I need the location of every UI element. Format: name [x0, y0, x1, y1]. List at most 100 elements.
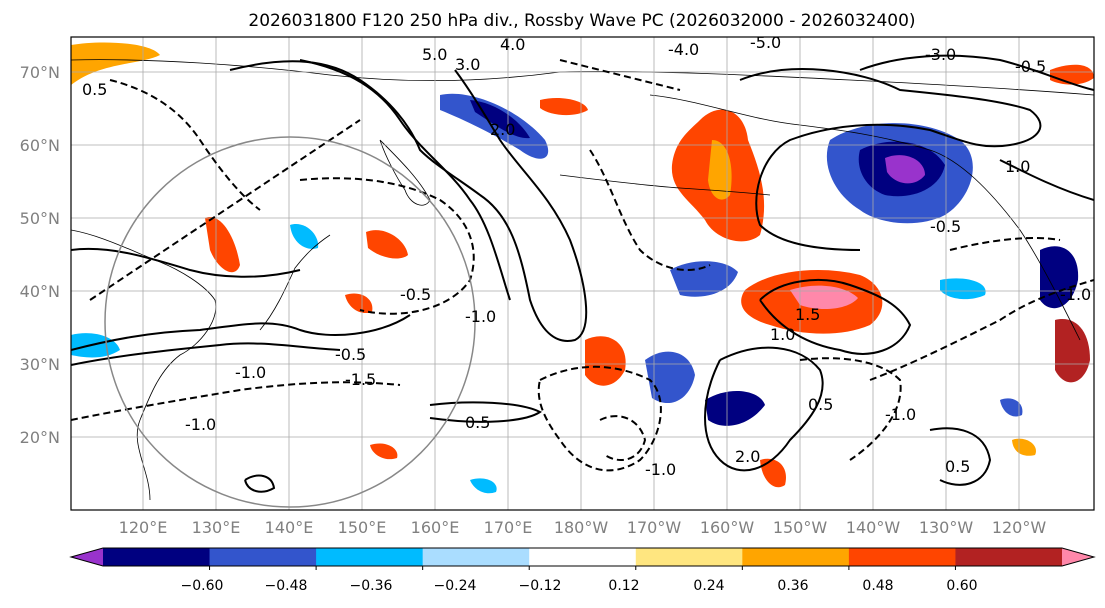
colorbar-cell	[635, 548, 743, 566]
contour-label: -1.0	[235, 363, 266, 382]
lon-label: 120°W	[992, 518, 1047, 537]
shade-cold	[705, 390, 765, 426]
contour-solid	[999, 159, 1094, 201]
contour-solid	[71, 247, 301, 278]
coastline-aleutians	[559, 174, 771, 196]
contour-lines	[71, 54, 1094, 493]
contour-solid	[299, 59, 511, 301]
shade-warm	[370, 443, 398, 460]
contour-label: 2.0	[735, 447, 760, 466]
colorbar-cell	[103, 548, 211, 566]
contour-label: -0.5	[400, 285, 431, 304]
lat-label: 50°N	[20, 209, 60, 228]
lon-label: 160°E	[411, 518, 460, 537]
shade-warm	[71, 42, 160, 85]
contour-solid	[859, 54, 1094, 91]
contour-label: 0.5	[465, 413, 490, 432]
contour-label: 1.0	[1005, 157, 1030, 176]
shade-warm	[708, 140, 732, 200]
colorbar-tick-label: 0.60	[946, 578, 977, 594]
shade-cold	[940, 278, 986, 300]
lat-label: 30°N	[20, 355, 60, 374]
contour-dashed	[589, 149, 711, 271]
contour-label: -1.0	[185, 415, 216, 434]
colorbar-tick-label: −0.60	[181, 578, 224, 594]
gridlines	[71, 37, 1094, 510]
colorbar-tick-label: −0.12	[519, 578, 562, 594]
shade-warm	[540, 98, 588, 116]
contour-dashed	[559, 59, 681, 91]
colorbar-tick-label: 0.36	[777, 578, 808, 594]
contour-label: -5.0	[750, 33, 781, 52]
lat-label: 60°N	[20, 136, 60, 155]
contour-solid	[704, 346, 824, 472]
lon-label: 170°W	[627, 518, 682, 537]
shade-cold	[670, 261, 738, 297]
shading-layer	[71, 42, 1094, 494]
contour-dashed	[799, 357, 902, 461]
contour-solid	[71, 314, 411, 351]
contour-label: 4.0	[500, 35, 525, 54]
coastline-kamchatka	[379, 139, 431, 206]
contour-solid	[739, 68, 1042, 251]
lon-label: 180°W	[554, 518, 609, 537]
contour-label: 2.0	[490, 120, 515, 139]
shade-warm	[205, 217, 240, 273]
contour-dashed	[949, 237, 1061, 251]
contour-dashed	[537, 365, 662, 472]
shade-cold	[470, 478, 497, 494]
contour-label: -4.0	[668, 40, 699, 59]
colorbar-tick-label: 0.12	[608, 578, 639, 594]
colorbar-cell	[209, 548, 317, 566]
colorbar-cell	[742, 548, 850, 566]
lon-label: 140°W	[846, 518, 901, 537]
lon-label: 170°E	[484, 518, 533, 537]
lat-axis-labels: 70°N 60°N 50°N 40°N 30°N 20°N	[20, 63, 60, 447]
contour-label: 0.5	[945, 457, 970, 476]
shade-warm	[1012, 438, 1036, 456]
shade-warm	[345, 293, 373, 314]
contour-label: 5.0	[422, 45, 447, 64]
colorbar-tick-label: −0.24	[434, 578, 477, 594]
colorbar-cell	[422, 548, 530, 566]
contour-label: -0.5	[930, 217, 961, 236]
colorbar-cell	[955, 548, 1063, 566]
colorbar-extend-min	[71, 548, 103, 566]
colorbar-outline	[69, 547, 1096, 567]
shade-warm	[366, 230, 408, 259]
figure-title: 2026031800 F120 250 hPa div., Rossby Wav…	[248, 11, 915, 31]
shade-warm	[1055, 319, 1090, 383]
colorbar-cell	[848, 548, 956, 566]
contour-dashed	[109, 79, 261, 211]
lon-label: 150°E	[338, 518, 387, 537]
shade-warm	[760, 458, 786, 488]
colorbar-cells	[69, 547, 1096, 570]
contour-dashed	[599, 415, 647, 461]
contour-label: -1.0	[645, 460, 676, 479]
shade-cold	[470, 100, 530, 139]
lon-axis-labels: 120°E 130°E 140°E 150°E 160°E 170°E 180°…	[119, 518, 1047, 537]
lon-label: 140°E	[265, 518, 314, 537]
lon-label: 160°W	[700, 518, 755, 537]
colorbar-tick-labels: −0.60 −0.48 −0.36 −0.24 −0.12 0.12 0.24 …	[181, 578, 978, 594]
shade-cold	[1000, 398, 1023, 417]
colorbar: −0.60 −0.48 −0.36 −0.24 −0.12 0.12 0.24 …	[69, 547, 1096, 594]
contour-solid	[71, 342, 341, 366]
contour-label: -0.5	[1015, 57, 1046, 76]
lon-label: 130°W	[919, 518, 974, 537]
colorbar-tick-label: 0.48	[862, 578, 893, 594]
contour-dashed	[71, 381, 401, 421]
coastline-asia	[71, 229, 217, 501]
map-border	[70, 36, 1095, 511]
contour-solid	[429, 401, 542, 423]
shade-cold	[1040, 246, 1079, 309]
contour-label: -1.0	[465, 307, 496, 326]
colorbar-extend-max	[1062, 548, 1094, 566]
contour-label: -1.0	[885, 405, 916, 424]
colorbar-tick-label: 0.24	[693, 578, 724, 594]
colorbar-cell	[529, 548, 637, 566]
lon-label: 130°E	[192, 518, 241, 537]
lat-label: 70°N	[20, 63, 60, 82]
map-background	[71, 37, 1094, 510]
